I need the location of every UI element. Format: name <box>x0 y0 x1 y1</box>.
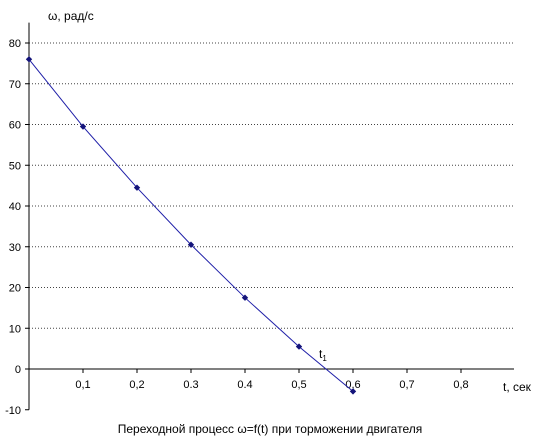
annotation-t1-subscript: 1 <box>322 354 327 363</box>
y-tick-label: 10 <box>9 323 21 335</box>
data-point-marker <box>187 241 195 248</box>
data-point-marker <box>241 294 249 301</box>
data-point-marker <box>133 184 141 191</box>
data-point-marker <box>295 343 303 350</box>
x-tick-label: 0.3 <box>183 379 198 391</box>
annotation-t1: t1 <box>319 347 327 363</box>
x-tick-label: 0,7 <box>399 379 414 391</box>
y-tick-label: -10 <box>5 405 21 417</box>
y-tick-label: 30 <box>9 242 21 254</box>
x-tick-labels: 0,1 0,2 0.3 0.4 0,5 0,6 0,7 0,8 <box>75 369 469 391</box>
x-tick-label: 0.4 <box>237 379 252 391</box>
axes <box>28 22 514 410</box>
y-tick-label: 0 <box>15 364 21 376</box>
data-point-marker <box>79 123 87 130</box>
data-point-marker <box>349 388 357 395</box>
x-axis-label: t, сек <box>503 380 532 394</box>
x-tick-label: 0,5 <box>291 379 306 391</box>
series-group <box>25 56 357 395</box>
x-tick-label: 0,2 <box>129 379 144 391</box>
y-tick-label: 40 <box>9 201 21 213</box>
data-point-marker <box>25 56 33 63</box>
y-tick-label: 70 <box>9 79 21 91</box>
x-tick-label: 0,8 <box>453 379 468 391</box>
annotation-t1-text: t <box>319 347 323 361</box>
y-tick-label: 80 <box>9 38 21 50</box>
series-line <box>28 58 354 392</box>
grid-lines <box>29 42 514 329</box>
y-axis-label: ω, рад/с <box>48 9 94 23</box>
y-tick-label: 50 <box>9 160 21 172</box>
chart-caption: Переходной процесс ω=f(t) при торможении… <box>118 422 422 436</box>
y-tick-label: 20 <box>9 283 21 295</box>
y-tick-labels: -10 0 10 20 30 40 50 60 70 80 <box>5 38 29 417</box>
x-tick-label: 0,1 <box>75 379 90 391</box>
y-tick-label: 60 <box>9 120 21 132</box>
